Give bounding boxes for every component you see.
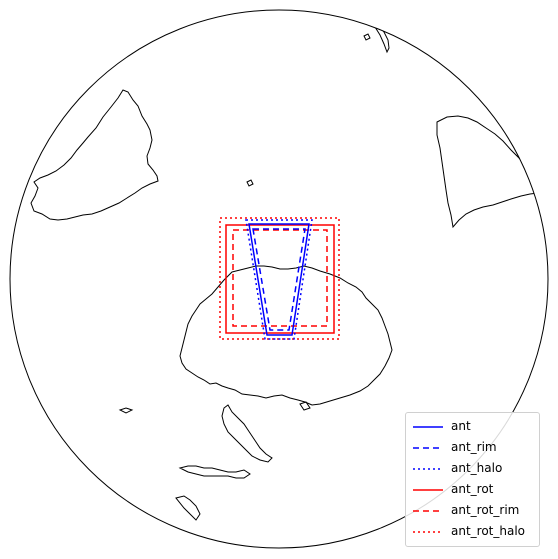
legend-swatch: [413, 510, 443, 512]
globe-outline: [9, 9, 549, 549]
legend-entry-ant-rot: ant_rot: [406, 480, 539, 500]
island-1: [246, 179, 254, 187]
legend: ant ant_rim ant_halo ant_rot ant_rot_rim…: [405, 412, 540, 547]
legend-swatch: [413, 447, 443, 449]
region-ant-rot-halo: [219, 217, 340, 340]
legend-label: ant_rot: [451, 482, 494, 496]
island-4: [363, 33, 371, 41]
coastline-tip: [175, 495, 201, 521]
coastline-antarctica: [179, 265, 393, 406]
legend-swatch: [413, 531, 443, 533]
region-ant-rot-rim: [232, 229, 328, 327]
legend-entry-ant-rim: ant_rim: [406, 438, 539, 458]
region-ant-rim: [252, 228, 306, 331]
island-3: [118, 407, 134, 414]
region-ant-rot: [225, 224, 335, 334]
coastline-south-america: [30, 89, 159, 221]
legend-label: ant: [451, 419, 471, 433]
coastline-madagascar: [374, 25, 390, 54]
coastline-antarctic-peninsula: [221, 404, 273, 463]
legend-label: ant_rot_rim: [451, 503, 520, 517]
legend-label: ant_rot_halo: [451, 524, 526, 538]
coastline-tierra-del-fuego: [178, 465, 251, 479]
island-2: [299, 401, 311, 411]
legend-swatch: [413, 426, 443, 428]
legend-entry-ant: ant: [406, 417, 539, 437]
legend-entry-ant-rot-halo: ant_rot_halo: [406, 522, 539, 542]
legend-entry-ant-halo: ant_halo: [406, 459, 539, 479]
region-ant: [248, 223, 310, 336]
legend-swatch: [413, 468, 443, 470]
legend-label: ant_halo: [451, 461, 503, 475]
legend-entry-ant-rot-rim: ant_rot_rim: [406, 501, 539, 521]
legend-label: ant_rim: [451, 440, 497, 454]
coastline-africa: [436, 115, 545, 229]
region-ant-halo: [245, 219, 313, 340]
legend-swatch: [413, 489, 443, 491]
